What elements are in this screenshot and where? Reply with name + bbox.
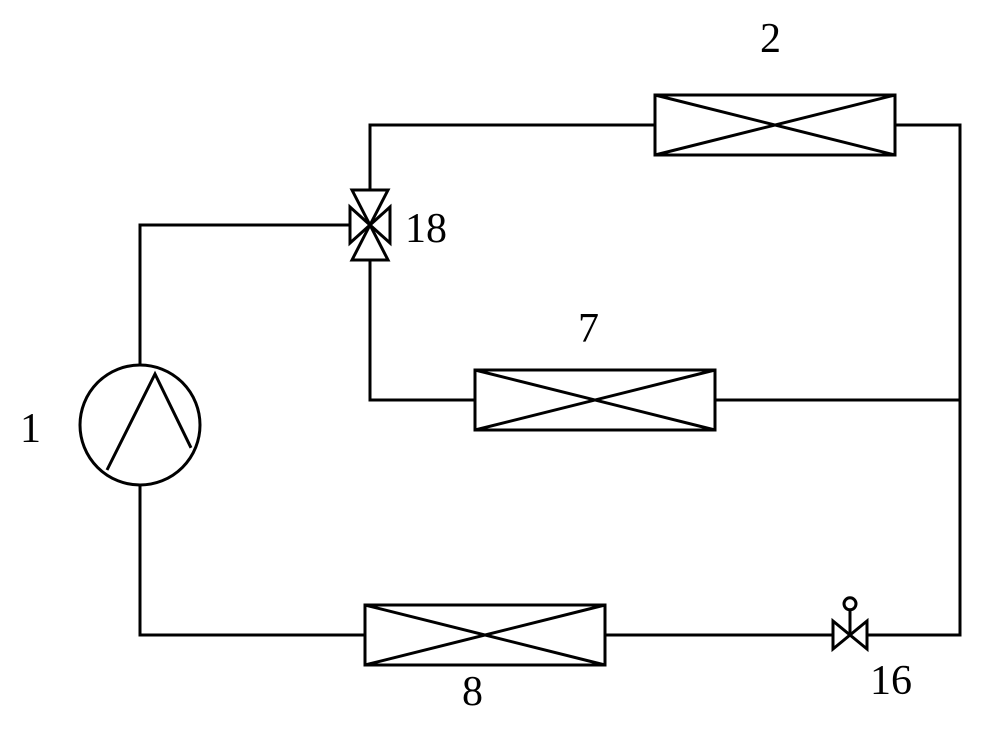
pipe-compressor-to-valve [140,225,352,365]
node-heat-exchanger-mid [475,370,715,430]
pipe-right-vertical-to-ev [868,400,960,635]
node-heat-exchanger-top [655,95,895,155]
label-three-way-valve: 18 [405,205,447,253]
pipe-valve-to-top-hx [370,125,655,192]
pipe-valve-to-mid-hx [370,258,475,400]
node-compressor [80,365,200,485]
pipe-top-hx-to-right-down [715,125,960,400]
node-expansion-valve [833,598,867,649]
label-expansion-valve: 16 [870,657,912,705]
label-heat-exchanger-top: 2 [760,15,781,63]
label-heat-exchanger-bottom: 8 [462,668,483,716]
node-heat-exchanger-bottom [365,605,605,665]
label-heat-exchanger-mid: 7 [578,305,599,353]
label-compressor: 1 [20,405,41,453]
pipe-bottom-hx-to-compressor [140,485,365,635]
schematic-diagram [0,0,1005,741]
node-three-way-valve [350,190,390,260]
